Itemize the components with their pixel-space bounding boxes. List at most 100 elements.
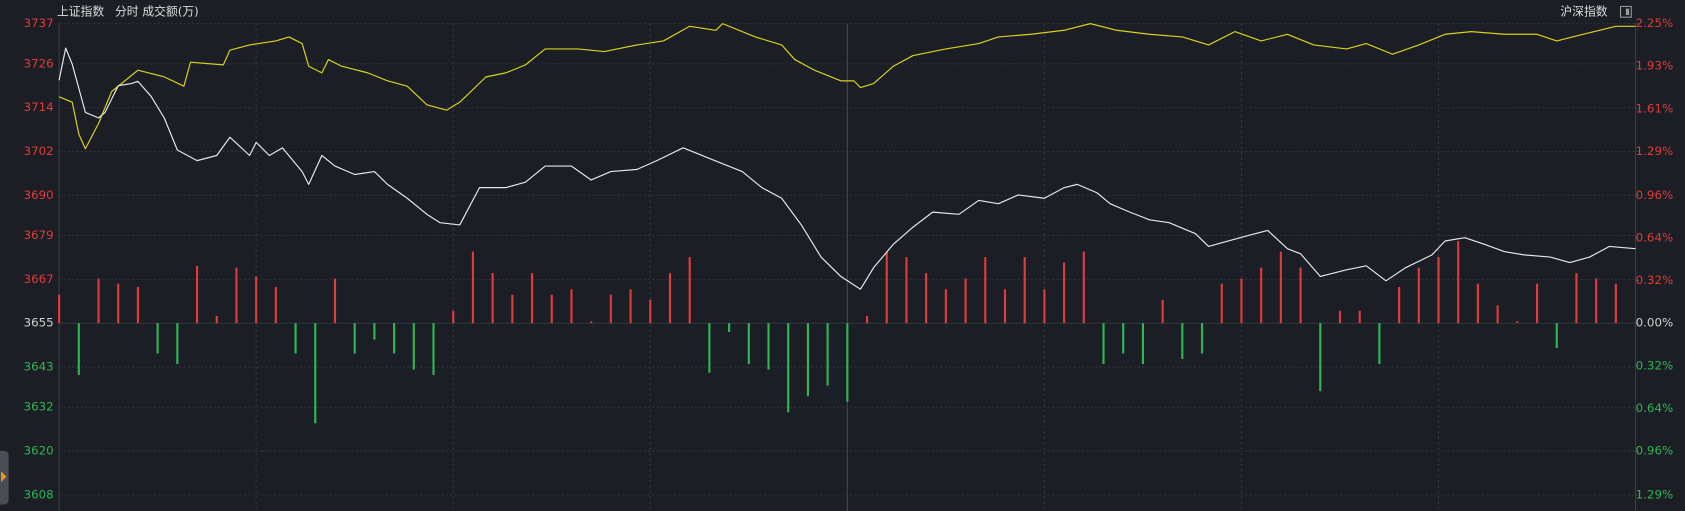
chart-title: 上证指数 (57, 4, 104, 18)
volume-bar (511, 294, 514, 324)
volume-bar (1437, 257, 1440, 324)
y-tick-label: 3702 (24, 144, 54, 158)
volume-bar (1279, 251, 1282, 324)
volume-bar (1299, 267, 1302, 324)
volume-bar (550, 294, 553, 324)
volume-bar (629, 289, 632, 324)
volume-bar (1535, 283, 1539, 324)
volume-bar (609, 294, 612, 324)
volume-bar (1260, 267, 1263, 324)
y2-tick-label: 2.25% (1636, 16, 1674, 30)
volume-bar (452, 310, 455, 324)
volume-bar (432, 323, 435, 376)
volume-bar (1122, 323, 1125, 354)
switch-icon-fill (1625, 8, 1630, 16)
volume-bar (530, 273, 534, 324)
volume-bar (984, 257, 987, 324)
volume-bar (215, 315, 218, 324)
volume-bar (1555, 323, 1558, 349)
side-tab-arrow (1, 471, 7, 483)
volume-bar (1417, 267, 1420, 324)
price-line (58, 23, 1636, 150)
volume-bar (136, 287, 140, 324)
volume-bar (747, 323, 750, 365)
y-tick-label: 3714 (24, 100, 54, 114)
y-tick-label: 3608 (24, 487, 54, 501)
volume-bar (274, 287, 277, 324)
y-tick-label: 3726 (24, 56, 54, 70)
volume-bar (1457, 240, 1460, 324)
index-switch[interactable]: 沪深指数 (1560, 4, 1607, 18)
volume-bar (787, 323, 790, 413)
y2-tick-label: 0.96% (1636, 443, 1674, 457)
volume-bar (865, 315, 869, 324)
volume-bar (1378, 323, 1381, 365)
volume-bar (1082, 251, 1085, 324)
volume-bar (412, 323, 415, 370)
volume-bar (1181, 323, 1184, 359)
volume-bar (1200, 323, 1204, 354)
volume-bar (1476, 283, 1479, 324)
y-tick-label: 3620 (24, 444, 54, 458)
volume-bar (668, 273, 672, 324)
volume-bar (1220, 283, 1223, 324)
volume-bar (708, 323, 711, 373)
volume-bar (1496, 305, 1499, 324)
volume-bar (58, 294, 61, 324)
y2-tick-label: 0.64% (1636, 230, 1674, 244)
volume-bar (77, 323, 80, 376)
y-tick-label: 3632 (24, 400, 54, 414)
volume-bar (156, 323, 159, 354)
volume-bar (255, 276, 258, 324)
y2-tick-label: 1.29% (1636, 144, 1674, 158)
y2-tick-label: 0.00% (1636, 316, 1674, 330)
volume-bar (964, 278, 967, 324)
price-line (58, 47, 1636, 290)
volume-bar (393, 323, 396, 354)
volume-bar (728, 323, 731, 332)
volume-bar (333, 278, 337, 324)
volume-bar (846, 323, 849, 402)
volume-bar (1102, 323, 1105, 365)
volume-bar (1023, 257, 1026, 324)
y2-tick-label: 0.32% (1636, 273, 1674, 287)
volume-bar (806, 323, 809, 397)
volume-bar (570, 289, 573, 324)
volume-bar (649, 299, 652, 324)
volume-bar (1043, 289, 1046, 324)
volume-bar (235, 267, 238, 324)
y-tick-label: 3655 (24, 316, 54, 330)
volume-bar (353, 323, 356, 354)
y-tick-label: 3690 (24, 188, 54, 202)
volume-bar (117, 283, 120, 324)
chart-subtitle: 分时 成交额(万) (115, 4, 199, 18)
volume-bar (590, 321, 593, 324)
y2-tick-label: 1.93% (1636, 59, 1674, 73)
volume-bar (373, 323, 376, 340)
volume-bar (1614, 283, 1617, 324)
y2-tick-label: 0.64% (1636, 401, 1674, 415)
volume-bar (1319, 323, 1322, 392)
volume-bar (176, 323, 179, 365)
volume-bar (1161, 299, 1164, 324)
volume-bar (885, 251, 888, 324)
y2-tick-label: 0.32% (1636, 358, 1674, 372)
volume-bar (1003, 289, 1007, 324)
volume-bar (1063, 262, 1066, 324)
volume-bar (944, 289, 947, 324)
volume-bar (471, 251, 475, 324)
volume-bar (1240, 278, 1243, 324)
switch-icon[interactable] (1619, 5, 1632, 18)
volume-bar (905, 257, 908, 324)
y2-tick-label: 1.61% (1636, 101, 1674, 115)
volume-bar (1141, 323, 1144, 365)
volume-bar (1595, 278, 1598, 324)
volume-bar (195, 265, 199, 324)
volume-bar (1338, 310, 1342, 324)
volume-bar (767, 323, 770, 370)
volume-bar (97, 278, 100, 324)
volume-bar (1398, 287, 1401, 324)
